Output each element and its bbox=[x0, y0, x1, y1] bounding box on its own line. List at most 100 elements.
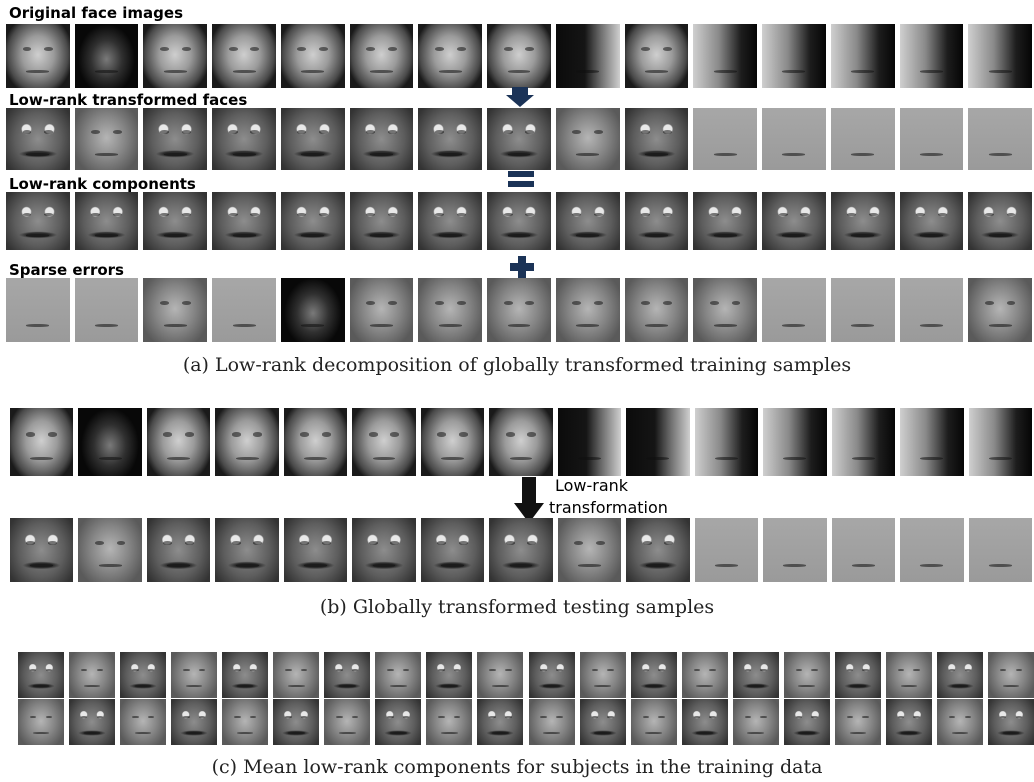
face-thumbnail bbox=[6, 24, 70, 88]
face-thumbnail bbox=[899, 192, 964, 250]
face-thumbnail bbox=[693, 278, 758, 342]
face-thumbnail bbox=[146, 518, 211, 582]
face-thumbnail bbox=[626, 518, 690, 582]
face-thumbnail bbox=[579, 699, 626, 745]
face-thumbnail bbox=[426, 699, 473, 745]
face-thumbnail bbox=[732, 699, 779, 745]
face-thumbnail bbox=[624, 278, 689, 342]
face-thumbnail bbox=[215, 408, 279, 476]
caption-b: (b) Globally transformed testing samples bbox=[319, 596, 715, 618]
face-thumbnail bbox=[215, 518, 279, 582]
face-thumbnail bbox=[487, 24, 551, 88]
face-thumbnail bbox=[212, 24, 276, 88]
face-thumbnail bbox=[222, 652, 269, 698]
face-thumbnail bbox=[834, 699, 881, 745]
face-thumbnail bbox=[352, 408, 416, 476]
face-thumbnail bbox=[349, 108, 414, 170]
face-thumbnail bbox=[831, 408, 896, 476]
face-thumbnail bbox=[74, 192, 139, 250]
face-thumbnail bbox=[352, 518, 416, 582]
face-thumbnail bbox=[579, 652, 626, 698]
face-thumbnail bbox=[681, 652, 728, 698]
face-thumbnail bbox=[78, 518, 142, 582]
face-thumbnail bbox=[18, 699, 65, 745]
face-thumbnail bbox=[418, 108, 483, 170]
face-thumbnail bbox=[143, 278, 208, 342]
face-thumbnail bbox=[477, 699, 524, 745]
face-thumbnail bbox=[74, 24, 139, 88]
face-thumbnail bbox=[212, 192, 276, 250]
face-thumbnail bbox=[630, 652, 677, 698]
face-thumbnail bbox=[830, 108, 895, 170]
face-thumbnail bbox=[273, 699, 320, 745]
face-thumbnail bbox=[6, 278, 70, 342]
face-thumbnail bbox=[74, 108, 139, 170]
face-thumbnail bbox=[968, 108, 1032, 170]
face-thumbnail bbox=[222, 699, 269, 745]
face-thumbnail bbox=[283, 408, 348, 476]
arrow-label-line1: Low-rank bbox=[555, 476, 629, 495]
face-thumbnail bbox=[69, 699, 116, 745]
face-thumbnail bbox=[10, 518, 74, 582]
face-thumbnail bbox=[968, 518, 1032, 582]
face-thumbnail bbox=[693, 24, 758, 88]
face-thumbnail bbox=[762, 108, 826, 170]
face-thumbnail bbox=[624, 192, 689, 250]
face-thumbnail bbox=[968, 192, 1032, 250]
face-thumbnail bbox=[69, 652, 116, 698]
face-thumbnail bbox=[732, 652, 779, 698]
face-thumbnail bbox=[900, 518, 964, 582]
face-thumbnail bbox=[885, 652, 932, 698]
plus-icon bbox=[510, 256, 534, 278]
row-label-errors: Sparse errors bbox=[9, 261, 124, 279]
face-thumbnail bbox=[899, 24, 964, 88]
transformed-testing-strip bbox=[0, 518, 1034, 582]
face-thumbnail bbox=[885, 699, 932, 745]
caption-a: (a) Low-rank decomposition of globally t… bbox=[182, 354, 852, 376]
face-thumbnail bbox=[74, 278, 139, 342]
face-thumbnail bbox=[624, 24, 689, 88]
face-thumbnail bbox=[349, 192, 414, 250]
face-thumbnail bbox=[6, 108, 70, 170]
row-label-components: Low-rank components bbox=[9, 175, 196, 193]
face-thumbnail bbox=[630, 699, 677, 745]
testing-faces-strip bbox=[0, 408, 1034, 476]
face-thumbnail bbox=[143, 108, 208, 170]
face-thumbnail bbox=[143, 24, 208, 88]
face-thumbnail bbox=[936, 652, 983, 698]
face-thumbnail bbox=[968, 408, 1032, 476]
face-thumbnail bbox=[349, 278, 414, 342]
face-thumbnail bbox=[273, 652, 320, 698]
face-thumbnail bbox=[987, 699, 1034, 745]
face-thumbnail bbox=[899, 108, 964, 170]
face-thumbnail bbox=[375, 652, 422, 698]
low-rank-components-strip bbox=[0, 192, 1034, 250]
caption-c: (c) Mean low-rank components for subject… bbox=[211, 756, 823, 778]
face-thumbnail bbox=[762, 24, 826, 88]
face-thumbnail bbox=[10, 408, 74, 476]
face-thumbnail bbox=[763, 518, 827, 582]
sparse-errors-strip bbox=[0, 278, 1034, 342]
face-thumbnail bbox=[694, 518, 759, 582]
face-thumbnail bbox=[783, 699, 830, 745]
face-thumbnail bbox=[830, 278, 895, 342]
face-thumbnail bbox=[212, 278, 276, 342]
original-faces-strip bbox=[0, 24, 1034, 88]
face-thumbnail bbox=[555, 192, 620, 250]
arrow-label-line2: transformation bbox=[549, 498, 668, 517]
equals-icon bbox=[508, 171, 534, 187]
mean-components-row-1 bbox=[0, 652, 1034, 698]
face-thumbnail bbox=[349, 24, 414, 88]
arrow-down-icon bbox=[514, 477, 544, 523]
face-thumbnail bbox=[762, 278, 826, 342]
face-thumbnail bbox=[555, 24, 620, 88]
face-thumbnail bbox=[694, 408, 759, 476]
face-thumbnail bbox=[693, 108, 758, 170]
face-thumbnail bbox=[987, 652, 1034, 698]
face-thumbnail bbox=[375, 699, 422, 745]
face-thumbnail bbox=[693, 192, 758, 250]
face-thumbnail bbox=[146, 408, 211, 476]
face-thumbnail bbox=[324, 699, 371, 745]
face-thumbnail bbox=[280, 278, 345, 342]
face-thumbnail bbox=[426, 652, 473, 698]
